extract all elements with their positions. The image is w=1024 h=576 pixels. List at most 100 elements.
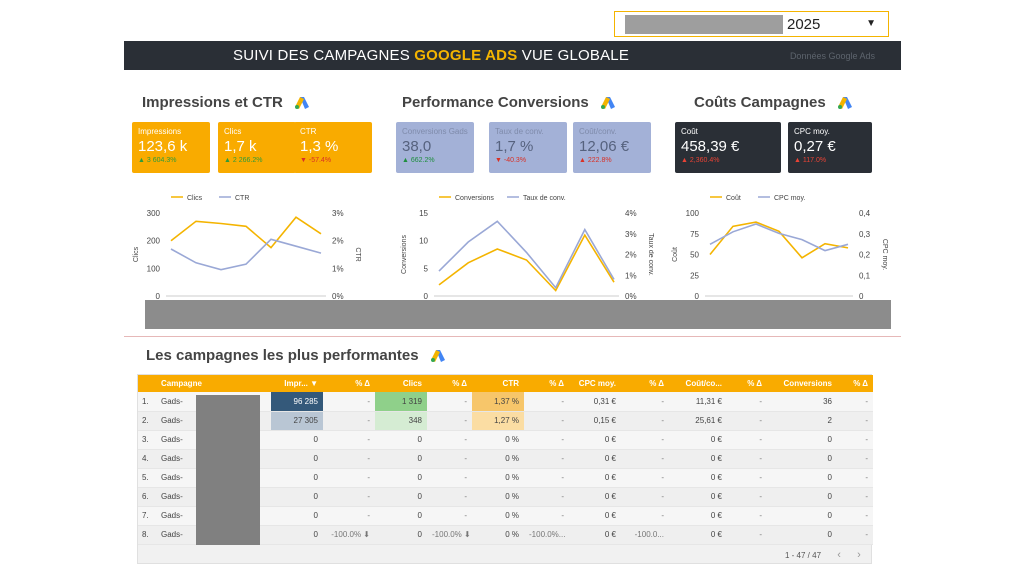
- kpi-label: Conversions Gads: [402, 127, 468, 136]
- col-cpc-delta[interactable]: % Δ: [621, 375, 669, 392]
- cell-conv-delta: -: [837, 506, 873, 526]
- redacted-campaign-names: [196, 395, 260, 545]
- next-page-icon[interactable]: ›: [857, 549, 861, 561]
- cell-conv-delta: -: [837, 468, 873, 488]
- redacted-date-text: [625, 15, 783, 34]
- cell-ctr-delta: -: [524, 392, 569, 412]
- legend-label: CTR: [235, 195, 249, 202]
- cell-cpc-delta: -: [621, 411, 669, 431]
- legend-item[interactable]: Coût: [710, 195, 741, 202]
- y-tick-label: 200: [147, 237, 161, 246]
- y2-tick-label: 1%: [625, 271, 637, 280]
- y-tick-label: 300: [147, 209, 161, 218]
- kpi-value: 123,6 k: [138, 138, 188, 155]
- cell-cpa: 0 €: [669, 525, 727, 545]
- kpi-card-cost: Coût 458,39 € ▲ 2,360.4%: [675, 122, 781, 173]
- table-row[interactable]: 2. Gads- 27 305-348-1,27 % -0,15 € -25,61 € -…: [138, 411, 873, 431]
- cell-cpa: 0 €: [669, 506, 727, 526]
- series-line-cpc-moy-: [709, 223, 849, 252]
- col-clicks[interactable]: Clics: [375, 375, 427, 392]
- col-ctr-delta[interactable]: % Δ: [524, 375, 569, 392]
- section-title-table: Les campagnes les plus performantes: [146, 347, 445, 364]
- legend-item[interactable]: Clics: [171, 195, 203, 202]
- y-tick-label: 15: [419, 209, 428, 218]
- col-impressions[interactable]: Impr... ▼: [271, 375, 323, 392]
- cell-cpc: 0,15 €: [569, 411, 621, 431]
- cell-cpc: 0 €: [569, 525, 621, 545]
- chart-clicks-ctr: Clics CTR 300 200 100 0 3% 2% 1% 0% Clics CTR: [126, 188, 366, 303]
- y-tick-label: 0: [424, 292, 429, 301]
- y2-tick-label: 1%: [332, 264, 344, 273]
- col-cost-per-conv[interactable]: Coût/co...: [669, 375, 727, 392]
- y-tick-label: 5: [424, 264, 429, 273]
- y2-tick-label: 0,2: [859, 251, 871, 260]
- legend-item[interactable]: Taux de conv.: [507, 195, 566, 202]
- col-campaign[interactable]: Campagne: [156, 375, 271, 392]
- cell-impr-delta: -: [323, 392, 375, 412]
- cell-ctr-delta: -100.0%...: [524, 525, 569, 545]
- row-index: 8.: [138, 525, 156, 545]
- kpi-card-clicks: Clics 1,7 k ▲ 2 266.2%: [218, 122, 296, 173]
- y-tick-label: 10: [419, 237, 428, 246]
- section-title-conversions-text: Performance Conversions: [402, 94, 589, 111]
- google-ads-logo-icon: [430, 350, 445, 363]
- col-clicks-delta[interactable]: % Δ: [427, 375, 472, 392]
- kpi-delta: ▲ 117.0%: [794, 157, 827, 164]
- cell-impr-delta: -: [323, 449, 375, 469]
- legend-item[interactable]: CTR: [219, 195, 249, 202]
- col-cost-per-conv-delta[interactable]: % Δ: [727, 375, 767, 392]
- kpi-delta: ▼ -40.3%: [495, 157, 527, 164]
- dropdown-caret-icon[interactable]: ▼: [866, 18, 876, 29]
- cell-cpa-delta: -: [727, 449, 767, 469]
- y2-tick-label: 0: [859, 292, 864, 301]
- cell-conv: 36: [767, 392, 837, 412]
- cell-conv: 0: [767, 487, 837, 507]
- kpi-card-conversions: Conversions Gads 38,0 ▲ 662.2%: [396, 122, 474, 173]
- chart-conversions: Conversions Taux de conv. 15 10 5 0 4% 3% 2% 1% 0%…: [394, 188, 654, 303]
- section-title-impressions-text: Impressions et CTR: [142, 94, 283, 111]
- section-divider: [124, 336, 901, 337]
- cell-conv-delta: -: [837, 487, 873, 507]
- cell-impr: 0: [271, 430, 323, 450]
- legend-label: CPC moy.: [774, 195, 805, 202]
- col-conversions-delta[interactable]: % Δ: [837, 375, 873, 392]
- date-range-selector[interactable]: 2025 ▼: [614, 11, 889, 37]
- prev-page-icon[interactable]: ‹: [837, 549, 841, 561]
- col-ctr[interactable]: CTR: [472, 375, 524, 392]
- cell-cpa: 0 €: [669, 430, 727, 450]
- series-line-taux-de-conv-: [438, 220, 615, 290]
- kpi-card-cpc: CPC moy. 0,27 € ▲ 117.0%: [788, 122, 872, 173]
- kpi-delta: ▲ 3 604.3%: [138, 157, 177, 164]
- kpi-delta: ▲ 662.2%: [402, 157, 435, 164]
- cell-cpc-delta: -: [621, 449, 669, 469]
- col-conversions[interactable]: Conversions: [767, 375, 837, 392]
- col-impressions-delta[interactable]: % Δ: [323, 375, 375, 392]
- cell-clics: 0: [375, 449, 427, 469]
- legend-item[interactable]: Conversions: [439, 195, 494, 202]
- legend-item[interactable]: CPC moy.: [758, 195, 805, 202]
- cell-cpc: 0 €: [569, 449, 621, 469]
- cell-cpc-delta: -: [621, 392, 669, 412]
- col-cpc[interactable]: CPC moy.: [569, 375, 621, 392]
- cell-conv-delta: -: [837, 525, 873, 545]
- cell-cpa: 0 €: [669, 449, 727, 469]
- y2-tick-label: 0,3: [859, 230, 871, 239]
- y-tick-label: 100: [147, 264, 161, 273]
- kpi-delta: ▼ -57.4%: [300, 157, 332, 164]
- cell-conv-delta: -: [837, 430, 873, 450]
- kpi-value: 38,0: [402, 138, 432, 155]
- cell-ctr: 0 %: [472, 487, 524, 507]
- table-row[interactable]: 1. Gads- 96 285-1 319-1,37 % -0,31 € -11,31 …: [138, 392, 873, 412]
- y2-tick-label: 2%: [332, 237, 344, 246]
- cell-ctr-delta: -: [524, 468, 569, 488]
- cell-cpc-delta: -: [621, 468, 669, 488]
- cell-impr: 0: [271, 468, 323, 488]
- cell-cpa-delta: -: [727, 506, 767, 526]
- series-line-co-t: [709, 221, 849, 259]
- chart-costs-svg: Coût CPC moy. 100 75 50 25 0 0,4 0,3 0,2 0,1 0 Coût C…: [672, 195, 888, 301]
- cell-conv: 0: [767, 468, 837, 488]
- table-row[interactable]: 6. Gads- 0-0-0 % -0 € -0 € -0-: [138, 487, 873, 507]
- cell-ctr-delta: -: [524, 411, 569, 431]
- y2-tick-label: 2%: [625, 251, 637, 260]
- kpi-value: 1,7 k: [224, 138, 257, 155]
